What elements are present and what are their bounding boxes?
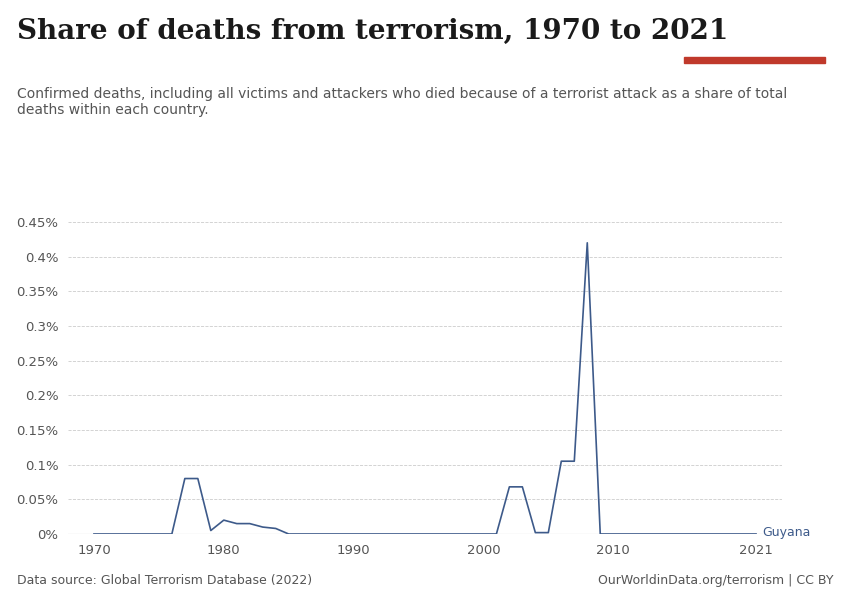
Text: Confirmed deaths, including all victims and attackers who died because of a terr: Confirmed deaths, including all victims … — [17, 87, 787, 117]
Text: Share of deaths from terrorism, 1970 to 2021: Share of deaths from terrorism, 1970 to … — [17, 18, 728, 45]
Text: OurWorldinData.org/terrorism | CC BY: OurWorldinData.org/terrorism | CC BY — [598, 574, 833, 587]
Text: Our World
in Data: Our World in Data — [721, 16, 788, 45]
Text: Guyana: Guyana — [762, 526, 811, 539]
Text: Data source: Global Terrorism Database (2022): Data source: Global Terrorism Database (… — [17, 574, 312, 587]
Bar — [684, 56, 824, 63]
